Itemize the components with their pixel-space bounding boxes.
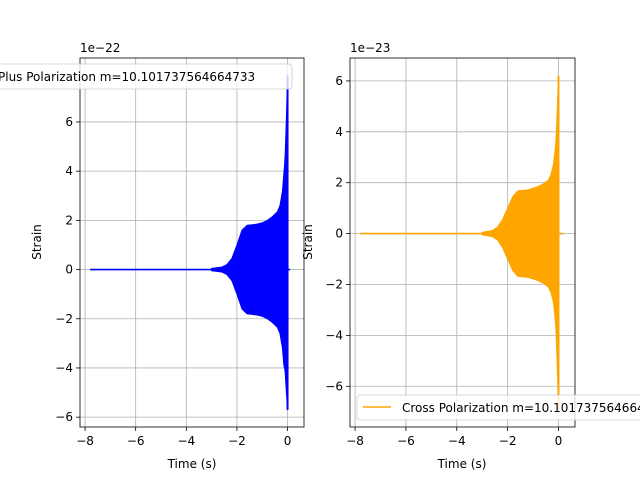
y-tick-label: 6 bbox=[65, 115, 73, 129]
y-tick-label: 2 bbox=[65, 213, 73, 227]
y-tick-label: −6 bbox=[55, 410, 73, 424]
y-offset-label: 1e−23 bbox=[350, 41, 390, 55]
x-tick-label: −8 bbox=[346, 434, 364, 448]
x-tick-label: −6 bbox=[127, 434, 145, 448]
plot-area bbox=[90, 75, 291, 410]
x-tick-label: −4 bbox=[448, 434, 466, 448]
x-axis-label: Time (s) bbox=[167, 457, 217, 471]
y-tick-label: −2 bbox=[55, 312, 73, 326]
legend-label: Cross Polarization m=10.101737564664733 bbox=[402, 401, 640, 415]
legend-box bbox=[0, 63, 293, 90]
y-tick-label: 0 bbox=[335, 227, 343, 241]
legend-label: Plus Polarization m=10.101737564664733 bbox=[0, 70, 255, 84]
x-tick-label: −2 bbox=[499, 434, 517, 448]
y-axis-label: Strain bbox=[30, 224, 44, 260]
x-axis-label: Time (s) bbox=[437, 457, 487, 471]
y-tick-label: −4 bbox=[325, 328, 343, 342]
y-tick-label: 6 bbox=[335, 74, 343, 88]
y-tick-label: −6 bbox=[325, 379, 343, 393]
axes-frame bbox=[79, 57, 305, 428]
cross-polarization-panel: −8 −6 −4 −2 0 −6 −4 −2 0 2 4 6 1e−23 Time (s) Strai… bbox=[301, 41, 640, 471]
legend: Plus Polarization m=10.101737564664733 bbox=[0, 63, 293, 90]
x-tick-label: 0 bbox=[555, 434, 563, 448]
y-tick-label: −2 bbox=[325, 277, 343, 291]
y-tick-label: 2 bbox=[335, 176, 343, 190]
axis-ticks: −8 −6 −4 −2 0 −6 −4 −2 0 2 4 6 bbox=[325, 74, 562, 448]
axes-frame bbox=[349, 57, 576, 428]
y-tick-label: 4 bbox=[335, 125, 343, 139]
legend-box bbox=[356, 394, 640, 421]
x-tick-label: −8 bbox=[76, 434, 94, 448]
x-tick-label: 0 bbox=[284, 434, 292, 448]
legend: Cross Polarization m=10.101737564664733 bbox=[356, 394, 640, 421]
y-axis-label: Strain bbox=[301, 224, 315, 260]
y-offset-label: 1e−22 bbox=[80, 41, 120, 55]
y-tick-label: 0 bbox=[65, 263, 73, 277]
x-tick-label: −4 bbox=[177, 434, 195, 448]
y-tick-label: 4 bbox=[65, 164, 73, 178]
x-tick-label: −6 bbox=[397, 434, 415, 448]
x-tick-label: −2 bbox=[228, 434, 246, 448]
y-tick-label: −4 bbox=[55, 361, 73, 375]
